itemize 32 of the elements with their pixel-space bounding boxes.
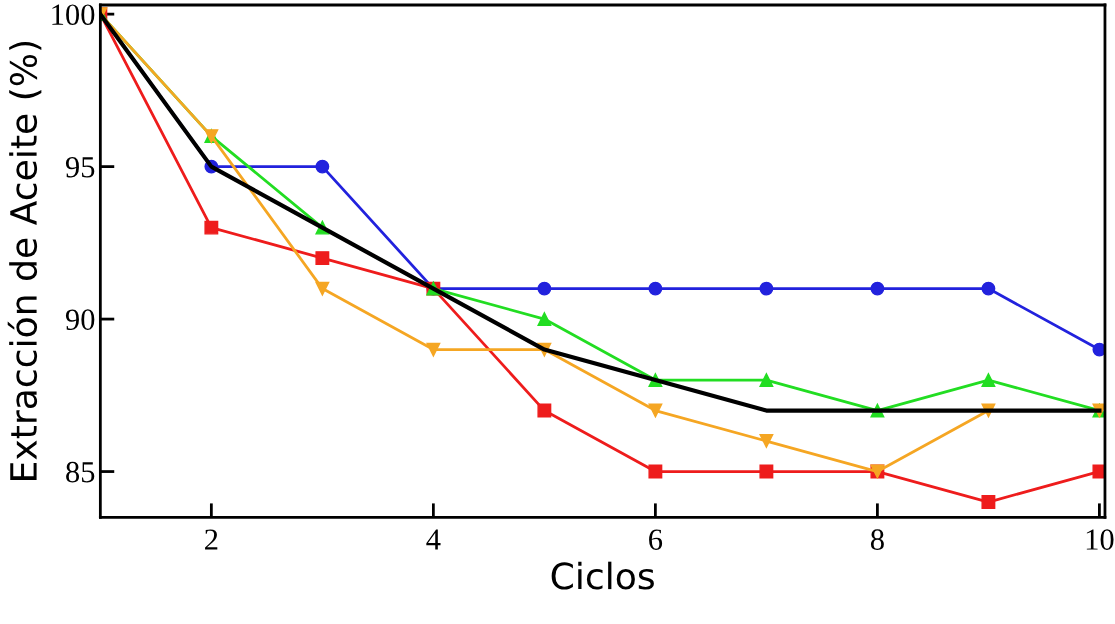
point	[981, 373, 996, 388]
point	[204, 220, 219, 235]
point	[759, 434, 774, 449]
y-axis-title: Extracción de Aceite (%)	[7, 41, 42, 480]
y-tick-label: 90	[65, 309, 95, 330]
point	[648, 403, 663, 418]
point	[759, 373, 774, 388]
point	[648, 281, 663, 296]
y-tick-label: 85	[66, 461, 95, 483]
point	[1092, 342, 1105, 357]
x-axis-title: Ciclos	[551, 561, 654, 590]
point	[759, 281, 774, 296]
point	[537, 312, 552, 327]
point	[648, 464, 663, 479]
point	[315, 159, 330, 174]
y-tick-label: 100	[52, 4, 95, 26]
point	[759, 464, 774, 479]
point	[981, 495, 996, 509]
x-tick-label: 8	[870, 529, 884, 550]
point	[537, 281, 552, 296]
point	[315, 251, 330, 266]
x-tick-label: 4	[426, 529, 441, 550]
y-tick-label: 95	[65, 156, 95, 178]
x-tick-label: 10	[1086, 529, 1114, 550]
point	[315, 281, 330, 296]
point	[981, 281, 996, 296]
point	[1092, 464, 1105, 479]
x-tick-label: 2	[205, 529, 218, 550]
x-tick-label: 6	[649, 529, 663, 550]
point	[426, 342, 441, 357]
point	[870, 281, 885, 296]
point	[537, 403, 552, 418]
